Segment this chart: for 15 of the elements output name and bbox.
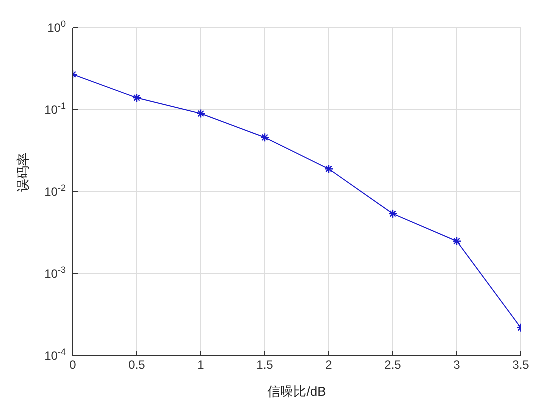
x-axis-title: 信噪比/dB (268, 384, 326, 399)
x-tick-label: 2 (326, 358, 333, 372)
x-tick-label: 1.5 (256, 358, 274, 372)
x-tick-label: 2.5 (384, 358, 402, 372)
x-tick-label: 3.5 (512, 358, 530, 372)
y-axis-title: 误码率 (16, 153, 31, 192)
y-tick-label: 10$^{-3}$ (44, 265, 66, 281)
y-tick-label: 10$^{-2}$ (44, 183, 66, 199)
y-tick-label: 10$^{0}$ (48, 19, 66, 35)
y-tick-label: 10$^{-1}$ (44, 101, 66, 117)
x-tick-label: 0 (70, 358, 77, 372)
x-tick-label: 1 (198, 358, 205, 372)
x-tick-label: 3 (454, 358, 461, 372)
x-tick-label: 0.5 (128, 358, 146, 372)
y-tick-label: 10$^{-4}$ (44, 347, 66, 363)
